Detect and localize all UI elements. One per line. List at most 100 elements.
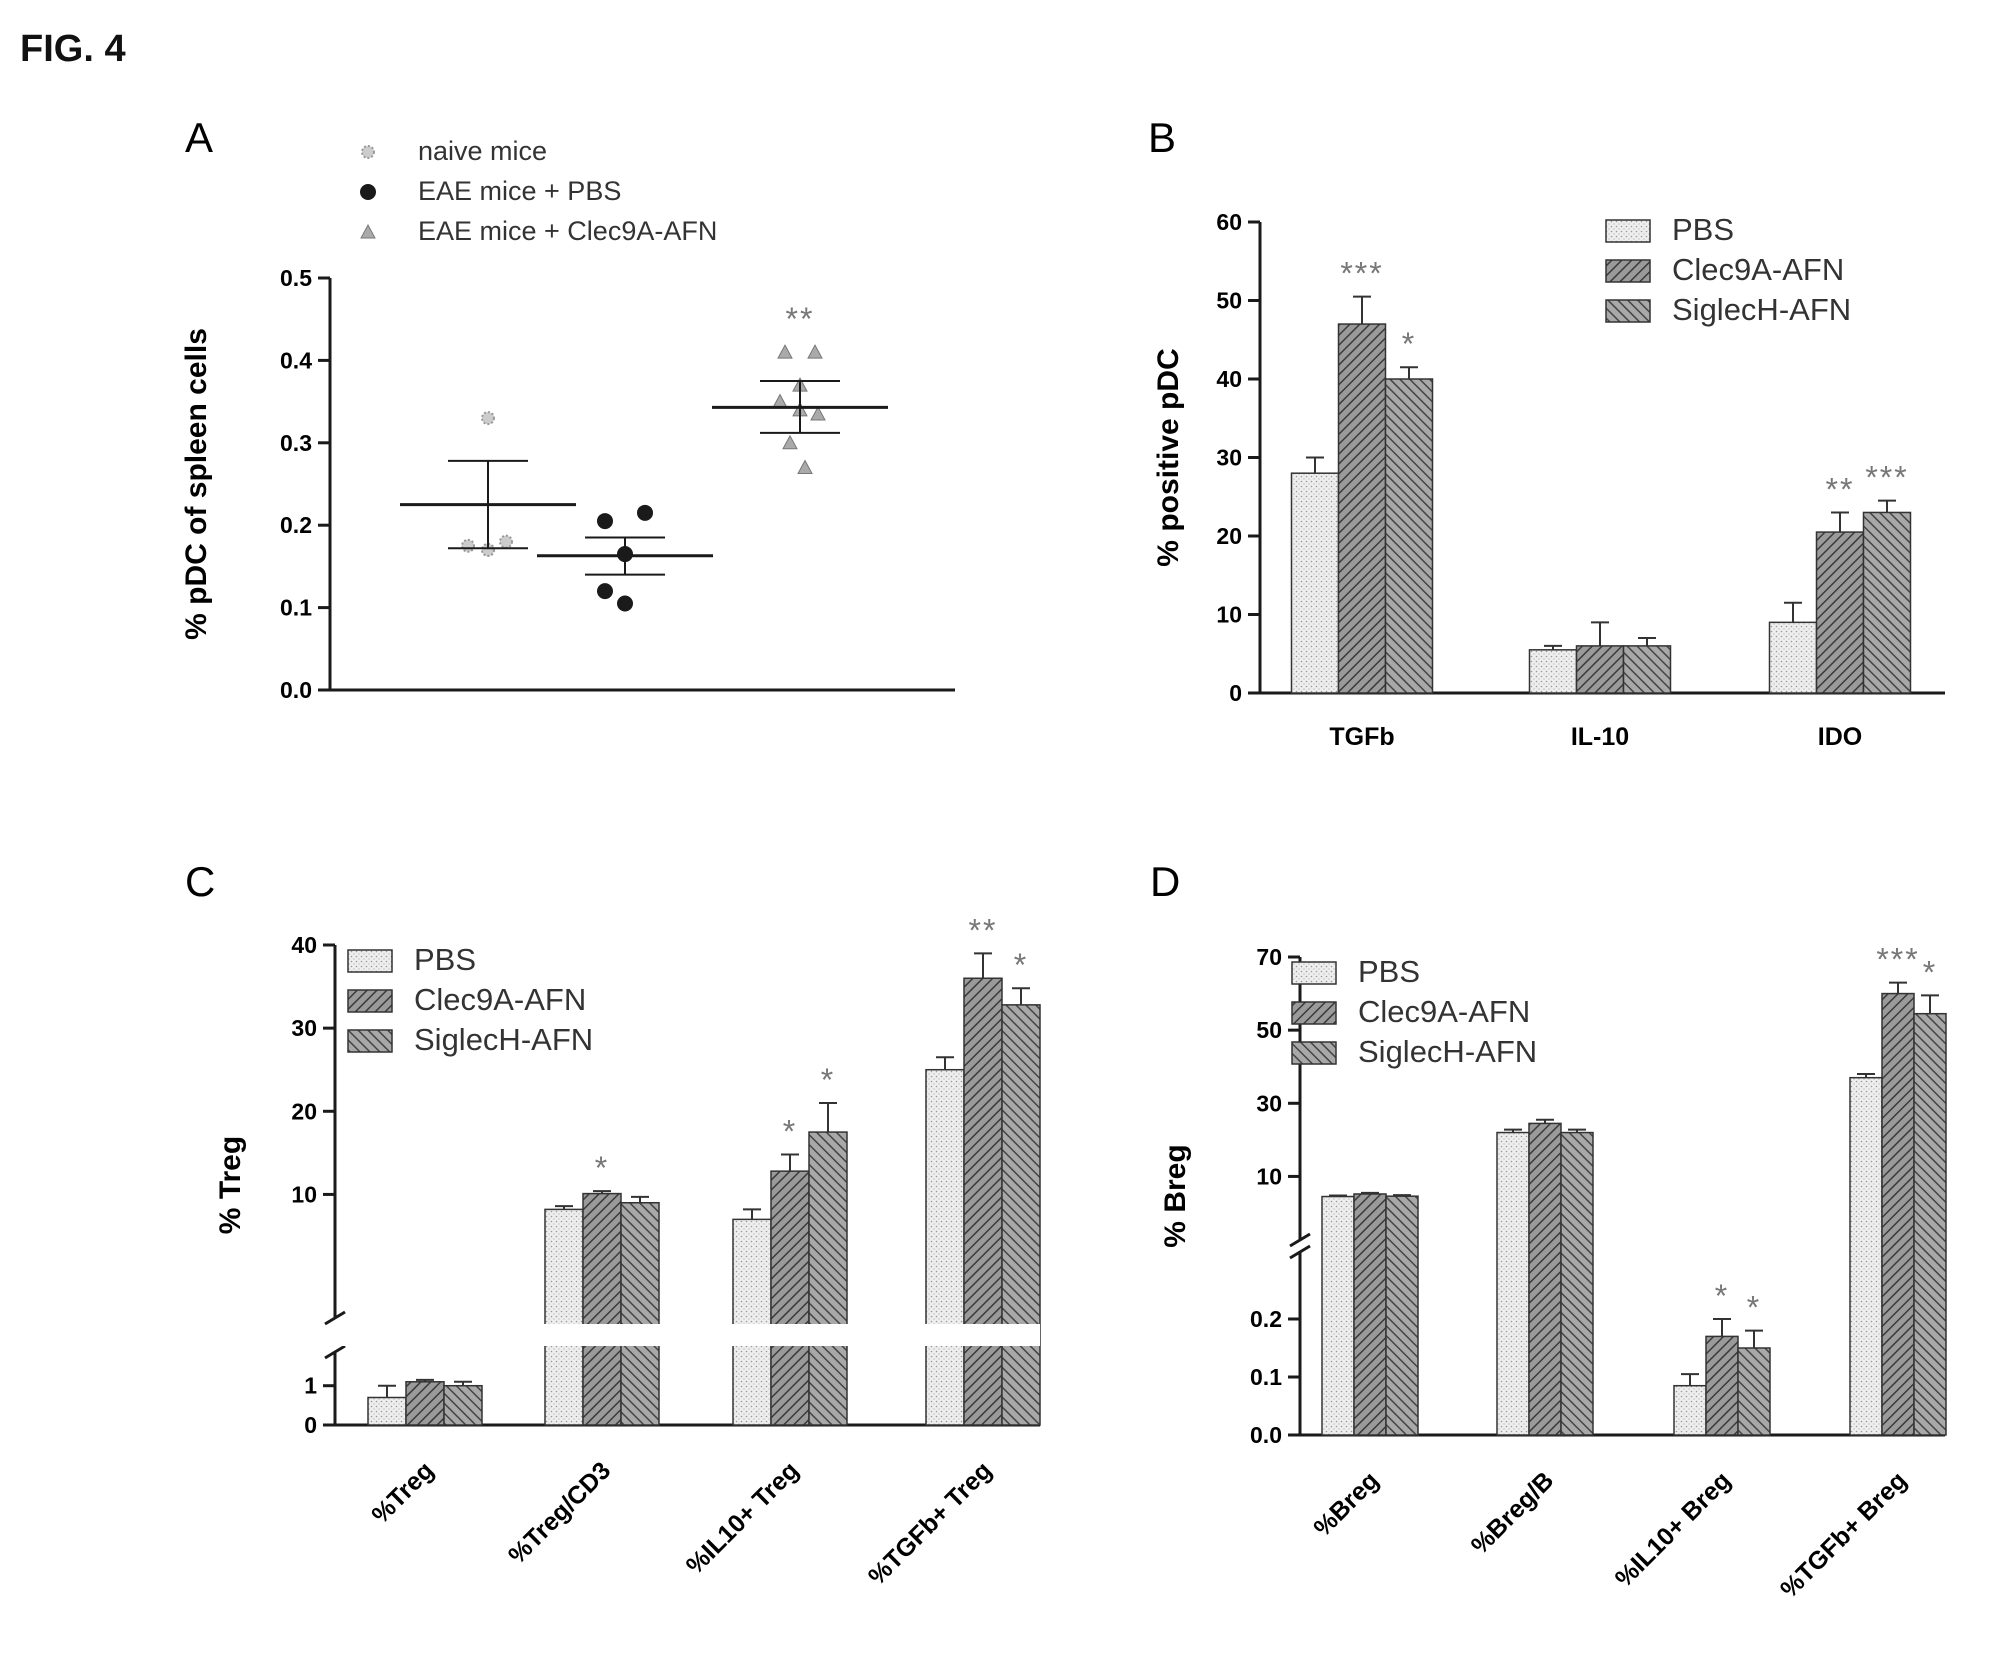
- x-category-label: %IL10+ Treg: [681, 1456, 804, 1579]
- legend-swatch: [1605, 299, 1651, 323]
- bar: [1737, 1347, 1771, 1436]
- significance-label: **: [1826, 471, 1855, 507]
- bar: [443, 1384, 483, 1426]
- bar: [1337, 323, 1387, 694]
- y-axis-label: % pDC of spleen cells: [180, 328, 213, 640]
- data-point: [597, 583, 613, 600]
- legend-label: PBS: [1672, 212, 1734, 247]
- bar: [1385, 1195, 1419, 1436]
- bar: [1528, 649, 1578, 694]
- x-category-label: IL-10: [1571, 723, 1629, 751]
- y-tick-label: 0.1: [1250, 1364, 1282, 1390]
- y-axis-label: % Breg: [1159, 1144, 1192, 1247]
- data-point: [637, 504, 653, 521]
- legend-label: PBS: [1358, 954, 1420, 989]
- x-category-label: %Breg/B: [1466, 1466, 1559, 1559]
- x-category-label: %Treg/CD3: [503, 1456, 616, 1569]
- data-point: [617, 595, 633, 612]
- bar: [1768, 621, 1818, 694]
- data-point: [810, 405, 826, 421]
- y-tick-label: 20: [1216, 523, 1242, 549]
- y-tick-label: 50: [1256, 1017, 1282, 1043]
- y-tick-label: 30: [1256, 1090, 1282, 1116]
- panel-letter-c: C: [185, 858, 215, 905]
- legend-label: Clec9A-AFN: [1672, 252, 1844, 287]
- significance-label: *: [1715, 1278, 1729, 1314]
- y-tick-label: 50: [1216, 288, 1242, 314]
- significance-label: ***: [1340, 256, 1383, 292]
- panel-a: A 0.0 0.1 0.2 0.3 0.4 0.5 % pDC of spleen cells…: [180, 114, 955, 703]
- axis-break-mark: [324, 1310, 346, 1326]
- legend-label: SiglecH-AFN: [1358, 1034, 1537, 1069]
- y-tick-label: 0: [304, 1412, 317, 1438]
- data-point: [499, 534, 513, 549]
- y-tick-label: 0.1: [280, 595, 312, 621]
- bar: [1913, 1012, 1947, 1436]
- data-point: [782, 434, 798, 450]
- legend-label: SiglecH-AFN: [414, 1022, 593, 1057]
- data-point: [797, 459, 813, 475]
- bar: [732, 1218, 772, 1426]
- y-tick-label: 0.2: [1250, 1306, 1282, 1332]
- y-tick-label: 0.4: [280, 347, 312, 373]
- data-point: [777, 344, 793, 359]
- y-tick-label: 10: [1216, 602, 1242, 628]
- legend-label: SiglecH-AFN: [1672, 292, 1851, 327]
- axis-break-mark: [1289, 1244, 1311, 1260]
- x-category-label: %TGFb+ Breg: [1775, 1466, 1912, 1603]
- data-point: [772, 393, 788, 409]
- data-point: [597, 513, 613, 530]
- bar: [1815, 531, 1865, 694]
- legend-label: naive mice: [418, 136, 547, 166]
- legend-swatch: [347, 949, 393, 973]
- y-tick-label: 30: [291, 1015, 317, 1041]
- bar: [1001, 1004, 1041, 1426]
- significance-label: *: [595, 1150, 609, 1186]
- bar: [925, 1068, 965, 1426]
- axis-break-mark: [1289, 1232, 1311, 1248]
- y-tick-label: 0.0: [280, 677, 312, 703]
- legend-swatch: [1605, 219, 1651, 243]
- x-category-label: %TGFb+ Treg: [863, 1456, 997, 1590]
- significance-label: *: [1923, 954, 1937, 990]
- bar: [963, 977, 1003, 1426]
- bar: [1849, 1076, 1883, 1436]
- legend-label: Clec9A-AFN: [1358, 994, 1530, 1029]
- y-tick-label: 1: [304, 1373, 317, 1399]
- bar: [808, 1131, 848, 1426]
- bar: [1290, 472, 1340, 694]
- y-axis-label: % positive pDC: [1152, 348, 1185, 566]
- significance-label: *: [1014, 947, 1028, 983]
- data-point: [481, 542, 495, 557]
- significance-label: ***: [1876, 942, 1919, 978]
- bar: [770, 1170, 810, 1426]
- x-category-label: %Breg: [1308, 1466, 1384, 1542]
- legend-label: Clec9A-AFN: [414, 982, 586, 1017]
- bar: [367, 1396, 407, 1426]
- significance-label: **: [786, 301, 815, 337]
- significance-label: ***: [1865, 460, 1908, 496]
- bar: [582, 1192, 622, 1426]
- axis-break-mark: [324, 1344, 346, 1360]
- data-point: [481, 411, 495, 426]
- legend-label: EAE mice + PBS: [418, 176, 621, 206]
- significance-label: *: [1402, 326, 1416, 362]
- legend-swatch: [1291, 1001, 1337, 1025]
- bar: [1575, 645, 1625, 694]
- y-tick-label: 40: [1216, 366, 1242, 392]
- bar: [405, 1381, 445, 1426]
- bar: [1321, 1195, 1355, 1436]
- bar: [1673, 1384, 1707, 1436]
- bar: [1496, 1131, 1530, 1436]
- y-tick-label: 60: [1216, 209, 1242, 235]
- y-axis-label: % Treg: [214, 1136, 247, 1234]
- bar: [1622, 645, 1672, 694]
- y-tick-label: 0.5: [280, 265, 312, 291]
- bar: [1862, 511, 1912, 694]
- y-tick-label: 30: [1216, 445, 1242, 471]
- bar: [620, 1201, 660, 1426]
- bar: [1384, 378, 1434, 694]
